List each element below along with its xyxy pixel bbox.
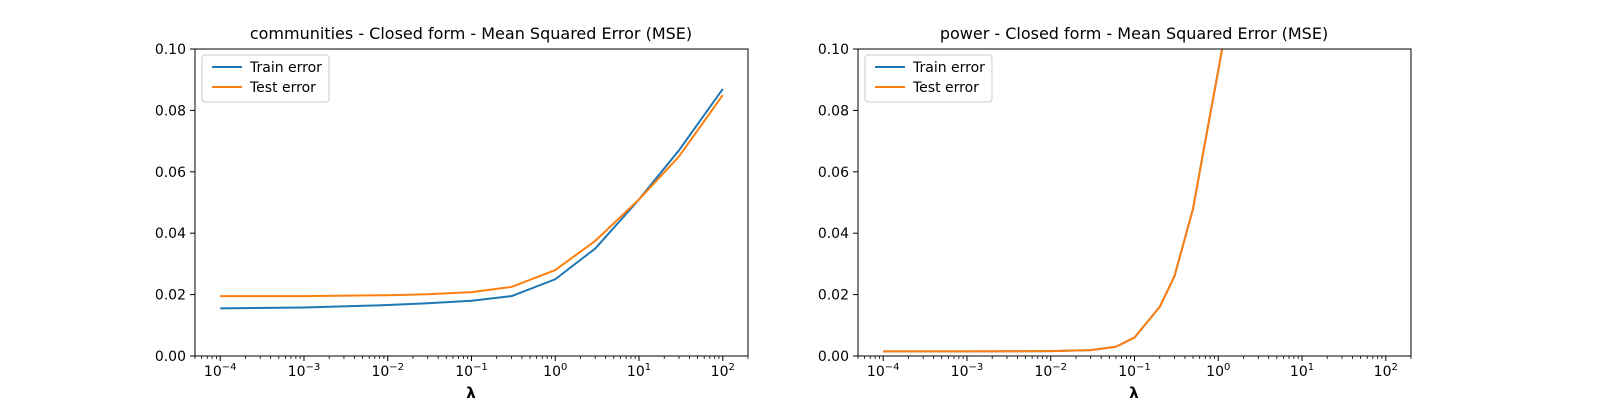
- y-tick-label: 0.08: [818, 103, 849, 119]
- x-tick-label: 10−2: [371, 362, 404, 380]
- x-axis-label: λ: [1129, 384, 1139, 400]
- series-line-test-error: [883, 49, 1224, 353]
- legend-label-train: Train error: [912, 60, 985, 76]
- x-tick-label: 10−2: [1034, 362, 1067, 380]
- y-tick-label: 0.04: [818, 226, 849, 242]
- x-axis-label: λ: [466, 384, 476, 400]
- y-tick-label: 0.08: [155, 103, 186, 119]
- legend-label-test: Test error: [249, 80, 316, 96]
- y-tick-label: 0.00: [818, 349, 849, 365]
- series-line-train-error: [220, 88, 724, 310]
- y-axis-ticks: 0.00 0.02 0.04 0.06 0.08 0.10: [818, 42, 858, 365]
- x-tick-label: 101: [627, 362, 651, 380]
- x-axis-ticks: 10−4 10−3 10−2 10−1 100 101 102: [857, 356, 1412, 380]
- x-tick-label: 10−4: [867, 362, 900, 380]
- legend-label-train: Train error: [249, 60, 322, 76]
- y-tick-label: 0.06: [155, 165, 186, 181]
- y-tick-label: 0.04: [155, 226, 186, 242]
- x-tick-label: 10−3: [951, 362, 984, 380]
- y-tick-label: 0.10: [818, 42, 849, 58]
- chart-title: power - Closed form - Mean Squared Error…: [940, 24, 1328, 43]
- y-tick-label: 0.10: [155, 42, 186, 58]
- x-tick-label: 10−1: [1118, 362, 1151, 380]
- series-line-test-error: [220, 94, 724, 298]
- chart-power: power - Closed form - Mean Squared Error…: [818, 24, 1412, 400]
- y-tick-label: 0.06: [818, 165, 849, 181]
- x-tick-label: 101: [1290, 362, 1314, 380]
- x-axis-ticks: 10−4 10−3 10−2 10−1 100 101 102: [194, 356, 749, 380]
- y-tick-label: 0.02: [818, 288, 849, 304]
- plot-area: [883, 49, 1224, 353]
- legend: Train error Test error: [864, 54, 993, 103]
- x-tick-label: 10−3: [288, 362, 321, 380]
- x-tick-label: 100: [1206, 362, 1230, 380]
- y-tick-label: 0.02: [155, 288, 186, 304]
- legend: Train error Test error: [201, 54, 330, 103]
- plot-area: [220, 88, 724, 310]
- x-tick-label: 100: [543, 362, 567, 380]
- chart-title: communities - Closed form - Mean Squared…: [250, 24, 692, 43]
- chart-communities: communities - Closed form - Mean Squared…: [155, 24, 749, 400]
- x-tick-label: 10−4: [204, 362, 237, 380]
- x-tick-label: 102: [1374, 362, 1398, 380]
- legend-label-test: Test error: [912, 80, 979, 96]
- y-axis-ticks: 0.00 0.02 0.04 0.06 0.08 0.10: [155, 42, 195, 365]
- x-tick-label: 102: [711, 362, 735, 380]
- x-tick-label: 10−1: [455, 362, 488, 380]
- y-tick-label: 0.00: [155, 349, 186, 365]
